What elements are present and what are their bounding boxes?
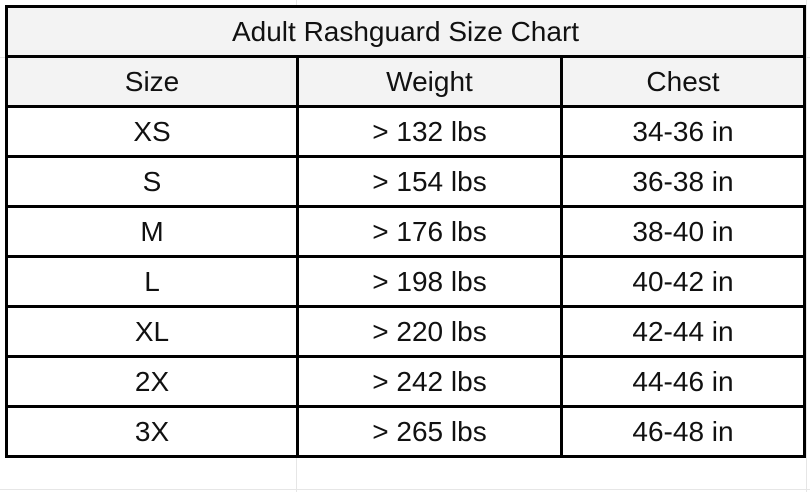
table-row: S > 154 lbs 36-38 in: [5, 155, 807, 208]
chest-cell: 44-46 in: [559, 355, 807, 408]
column-header-weight: Weight: [296, 55, 563, 108]
column-header-size: Size: [5, 55, 299, 108]
size-cell: L: [5, 255, 299, 308]
chest-cell: 42-44 in: [559, 305, 807, 358]
size-cell: XS: [5, 105, 299, 158]
table-row: XL > 220 lbs 42-44 in: [5, 305, 807, 358]
size-cell: 3X: [5, 405, 299, 458]
size-cell: 2X: [5, 355, 299, 408]
size-chart-table: Adult Rashguard Size Chart Size Weight C…: [4, 5, 807, 458]
weight-cell: > 220 lbs: [296, 305, 563, 358]
weight-cell: > 132 lbs: [296, 105, 563, 158]
table-row: XS > 132 lbs 34-36 in: [5, 105, 807, 158]
table-row: M > 176 lbs 38-40 in: [5, 205, 807, 258]
size-cell: S: [5, 155, 299, 208]
header-row: Size Weight Chest: [5, 55, 807, 108]
table-row: L > 198 lbs 40-42 in: [5, 255, 807, 308]
size-cell: XL: [5, 305, 299, 358]
chest-cell: 46-48 in: [559, 405, 807, 458]
chest-cell: 38-40 in: [559, 205, 807, 258]
column-header-chest: Chest: [559, 55, 807, 108]
weight-cell: > 242 lbs: [296, 355, 563, 408]
chest-cell: 40-42 in: [559, 255, 807, 308]
size-cell: M: [5, 205, 299, 258]
table-row: 3X > 265 lbs 46-48 in: [5, 405, 807, 458]
weight-cell: > 265 lbs: [296, 405, 563, 458]
weight-cell: > 176 lbs: [296, 205, 563, 258]
weight-cell: > 154 lbs: [296, 155, 563, 208]
table-row: 2X > 242 lbs 44-46 in: [5, 355, 807, 408]
weight-cell: > 198 lbs: [296, 255, 563, 308]
chest-cell: 36-38 in: [559, 155, 807, 208]
chest-cell: 34-36 in: [559, 105, 807, 158]
title-row: Adult Rashguard Size Chart: [4, 5, 807, 58]
table-title: Adult Rashguard Size Chart: [4, 5, 807, 58]
